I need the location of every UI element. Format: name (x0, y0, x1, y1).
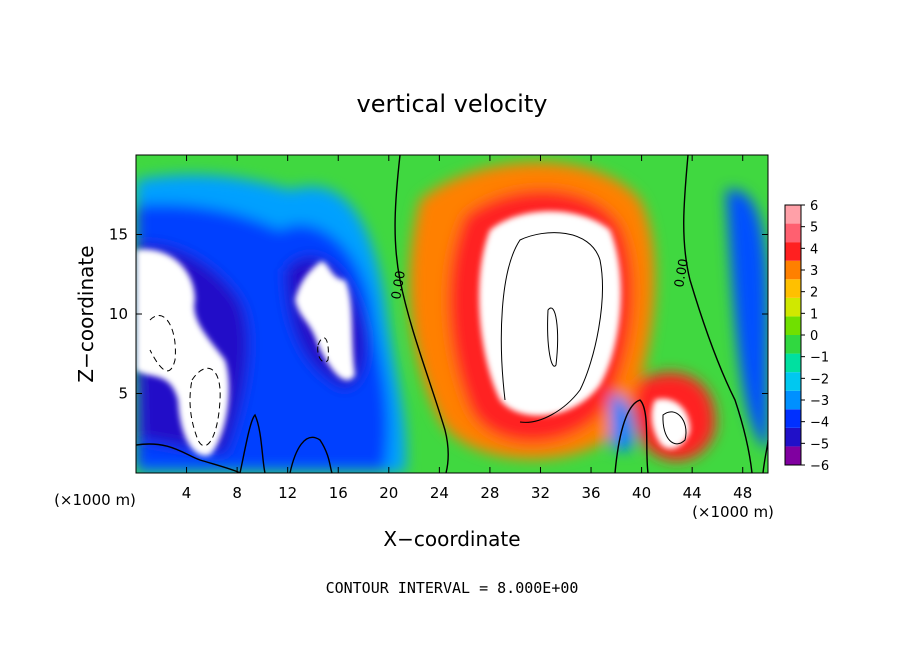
colorbar-label: −1 (810, 351, 829, 366)
x-tick-label: 24 (430, 484, 449, 502)
y-axis-label: Z−coordinate (74, 245, 98, 382)
colorbar-swatch (785, 409, 801, 428)
colorbar-swatch (785, 372, 801, 391)
colorbar-label: 1 (810, 307, 818, 322)
x-tick-label: 40 (632, 484, 651, 502)
colorbar-label: −6 (810, 459, 829, 474)
colorbar-label: −2 (810, 372, 829, 387)
colorbar-swatch (785, 335, 801, 354)
chart-title: vertical velocity (357, 90, 548, 118)
contour-label: 0.00 (672, 258, 692, 289)
colorbar-label: −3 (810, 394, 829, 409)
x-tick-label: 28 (480, 484, 499, 502)
colorbar-swatch (785, 260, 801, 280)
colorbar-swatch (785, 223, 801, 243)
colorbar: 6 5 4 3 2 1 0 −1 −2 −3 −4 −5 −6 (784, 199, 829, 474)
colorbar-swatch (785, 316, 801, 335)
x-tick-label: 8 (232, 484, 242, 502)
colorbar-label: 3 (810, 264, 818, 279)
colorbar-label: 5 (810, 221, 818, 236)
x-unit-label-left: (×1000 m) (54, 491, 136, 509)
colorbar-label: 6 (810, 199, 818, 214)
colorbar-swatch (785, 205, 801, 224)
y-tick-label: 10 (109, 305, 128, 323)
colorbar-swatch (785, 279, 801, 298)
colorbar-label: 0 (810, 329, 818, 344)
x-tick-label: 16 (329, 484, 348, 502)
x-tick-label: 36 (581, 484, 600, 502)
velocity-field (136, 155, 768, 473)
y-tick-label: 15 (109, 226, 128, 244)
contour-label: 0.00 (389, 270, 409, 301)
x-tick-label: 4 (182, 484, 192, 502)
y-axis-ticks: 5 10 15 (109, 226, 768, 403)
x-axis-ticks: 4 8 12 16 20 24 28 32 36 40 44 48 (182, 155, 752, 502)
colorbar-swatch (785, 297, 801, 317)
x-axis-label: X−coordinate (383, 527, 520, 551)
x-unit-label-right: (×1000 m) (692, 503, 774, 521)
x-tick-label: 32 (531, 484, 550, 502)
colorbar-swatch (785, 427, 801, 447)
y-tick-label: 5 (118, 385, 128, 403)
colorbar-label: −5 (810, 437, 829, 452)
contour-lines (136, 155, 768, 473)
x-tick-label: 48 (733, 484, 752, 502)
colorbar-swatch (785, 242, 801, 261)
x-tick-label: 44 (683, 484, 702, 502)
contour-interval-note: CONTOUR INTERVAL = 8.000E+00 (326, 579, 579, 597)
colorbar-label: 2 (810, 286, 818, 301)
x-tick-label: 12 (278, 484, 297, 502)
colorbar-swatch (785, 446, 801, 465)
colorbar-label: −4 (810, 416, 829, 431)
x-tick-label: 20 (379, 484, 398, 502)
colorbar-swatch (785, 353, 801, 373)
colorbar-label: 4 (810, 242, 818, 257)
colorbar-swatch (785, 390, 801, 410)
